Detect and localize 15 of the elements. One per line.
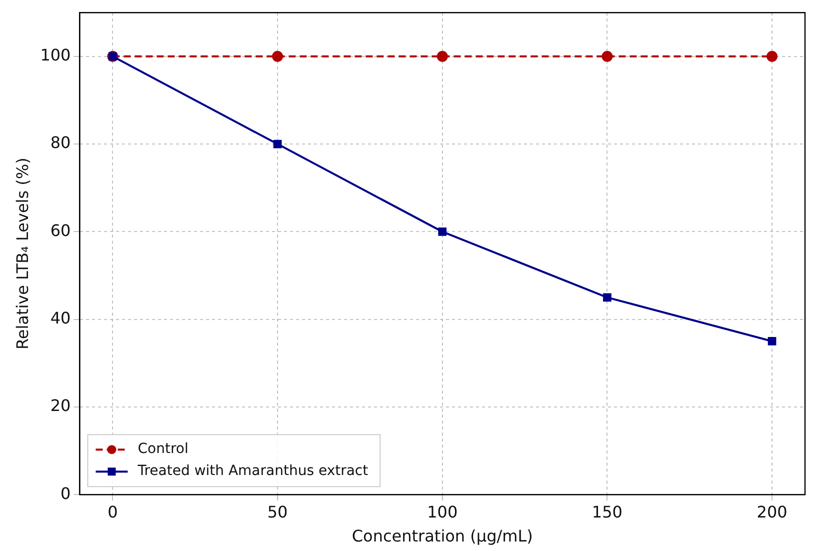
y-tick-label: 40 (50, 308, 71, 328)
legend-label: Control (138, 441, 188, 458)
y-tick-label: 100 (40, 46, 71, 65)
x-tick-label: 150 (592, 502, 622, 522)
x-tick-label: 50 (267, 502, 288, 522)
y-tick-label: 0 (60, 484, 71, 503)
x-tick-label: 0 (108, 502, 118, 522)
x-axis-title: Concentration (µg/mL) (352, 526, 533, 546)
x-tick-label: 100 (427, 502, 458, 522)
y-tick-label: 80 (50, 133, 71, 152)
y-axis-title: Relative LTB₄ Levels (%) (12, 158, 32, 350)
y-tick-label: 20 (50, 396, 71, 416)
x-tick-label: 200 (756, 502, 788, 522)
y-tick-label: 60 (50, 220, 71, 240)
legend-label: Treated with Amaranthus extract (136, 463, 369, 480)
